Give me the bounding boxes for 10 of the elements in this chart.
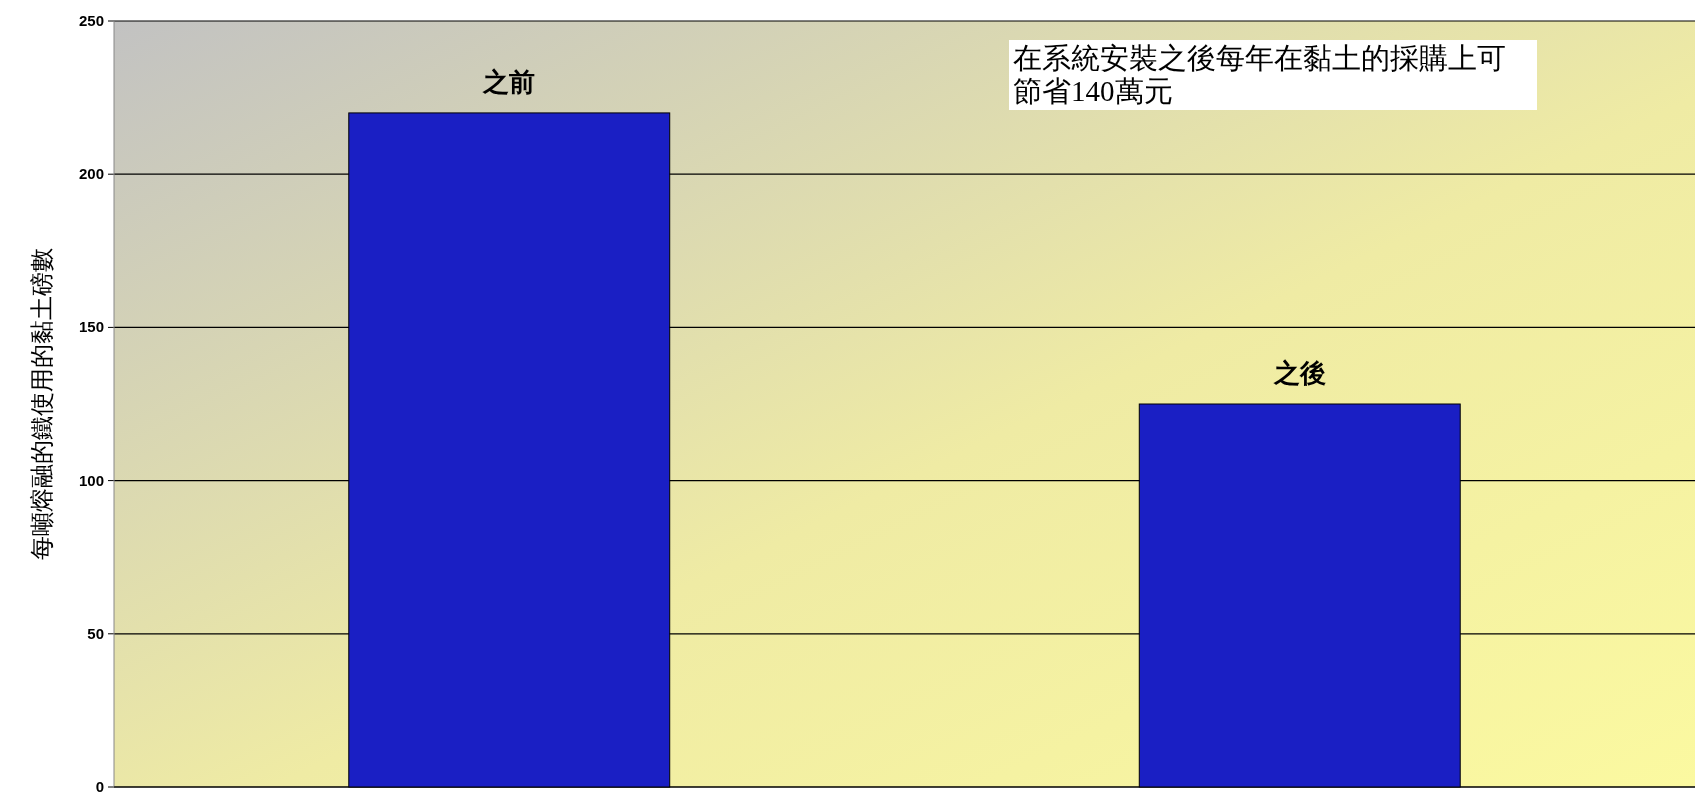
y-tick-label: 100 (78, 471, 104, 489)
y-tick-label: 150 (78, 318, 104, 336)
x-tick-label: 之前 (482, 66, 536, 97)
y-tick-label: 50 (87, 624, 104, 642)
y-tick-label: 0 (95, 778, 104, 795)
y-axis-title: 每噸熔融的鐵使用的黏土磅數 (28, 248, 56, 560)
annotation: 在系統安裝之後每年在黏土的採購上可節省140萬元 (1009, 40, 1537, 110)
y-tick-label: 250 (78, 12, 104, 29)
x-tick-label: 之後 (1272, 358, 1326, 388)
y-tick-label: 200 (78, 165, 104, 183)
